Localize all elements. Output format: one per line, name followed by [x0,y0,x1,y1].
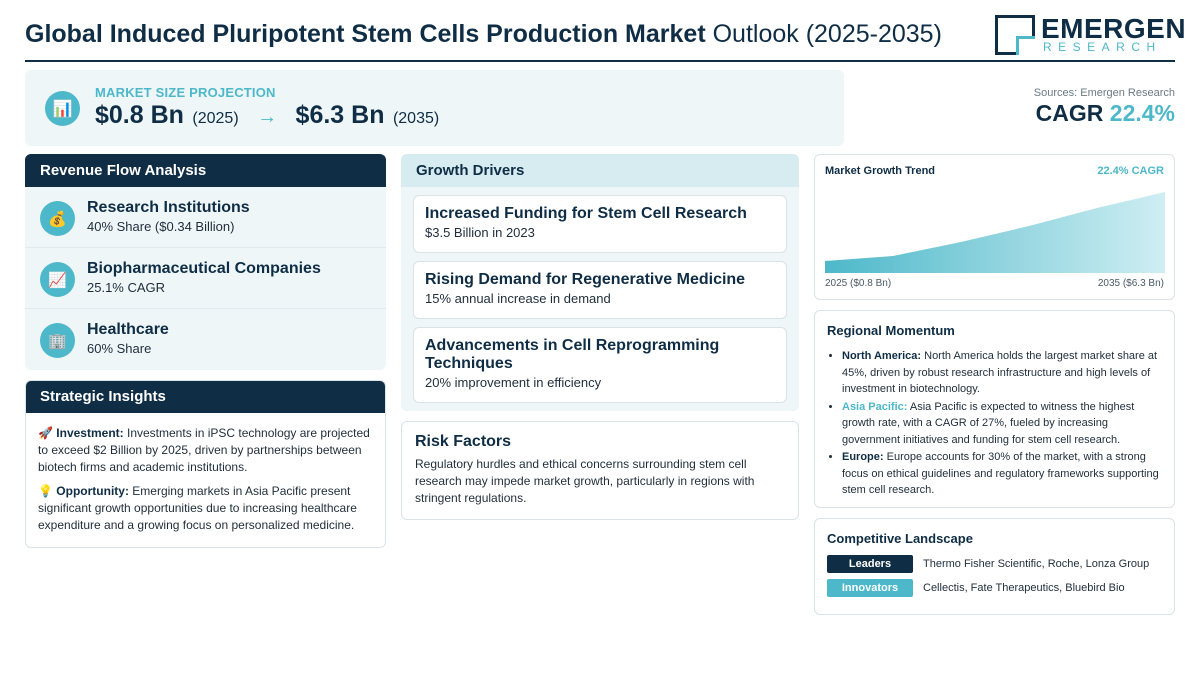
lightbulb-icon: 💡 [38,484,53,498]
cagr-percent: 22.4% [1109,100,1175,126]
risk-factors-heading: Risk Factors [415,433,512,450]
insight-opportunity: 💡 Opportunity: Emerging markets in Asia … [38,483,373,534]
growth-area [825,192,1165,273]
growth-drivers-card: Growth Drivers Increased Funding for Ste… [401,154,799,411]
driver-subtitle: $3.5 Billion in 2023 [425,225,535,240]
revenue-item-title: Healthcare [87,321,169,338]
revenue-item-subtitle: 25.1% CAGR [87,280,166,295]
driver-item: Rising Demand for Regenerative Medicine … [413,261,787,319]
competitive-row-leaders: Leaders Thermo Fisher Scientific, Roche,… [827,555,1149,573]
money-bag-icon: 💰 [40,201,75,236]
start-year: (2025) [192,110,239,127]
driver-item: Advancements in Cell Reprogramming Techn… [413,327,787,403]
leaders-companies: Thermo Fisher Scientific, Roche, Lonza G… [923,558,1150,570]
insight-label: Investment: [56,426,124,440]
competitive-row-innovators: Innovators Cellectis, Fate Therapeutics,… [827,579,1125,597]
revenue-item-title: Biopharmaceutical Companies [87,260,321,277]
region-text: Europe accounts for 30% of the market, w… [842,451,1159,496]
risk-factors-text: Regulatory hurdles and ethical concerns … [415,457,755,505]
revenue-flow-card: Revenue Flow Analysis 💰 Research Institu… [25,154,386,370]
market-size-projection: 📊 MARKET SIZE PROJECTION $0.8 Bn (2025) … [25,70,844,146]
page-title: Global Induced Pluripotent Stem Cells Pr… [25,20,942,49]
page-header: Global Induced Pluripotent Stem Cells Pr… [25,12,1186,62]
growth-drivers-heading: Growth Drivers [401,154,799,187]
region-name: North America: [842,350,922,362]
leaders-badge: Leaders [827,555,913,573]
revenue-flow-heading: Revenue Flow Analysis [25,154,386,187]
region-north-america: North America: North America holds the l… [842,348,1162,398]
market-growth-trend-card: Market Growth Trend 22.4% CAGR 2025 ($0.… [814,154,1175,300]
trend-chart-icon: 📈 [40,262,75,297]
innovators-companies: Cellectis, Fate Therapeutics, Bluebird B… [923,582,1125,594]
cagr-value: CAGR 22.4% [1034,100,1175,127]
driver-title: Increased Funding for Stem Cell Research [425,205,747,222]
end-value: $6.3 Bn [295,101,385,129]
revenue-item-title: Research Institutions [87,199,250,216]
title-main: Global Induced Pluripotent Stem Cells Pr… [25,20,706,48]
insight-investment: 🚀 Investment: Investments in iPSC techno… [38,425,373,476]
trend-end-label: 2035 ($6.3 Bn) [1097,278,1164,289]
insights-body: 🚀 Investment: Investments in iPSC techno… [26,413,385,534]
region-name: Europe: [842,451,884,463]
region-text: North America holds the largest market s… [842,350,1158,395]
trend-title: Market Growth Trend [825,165,936,177]
region-asia-pacific: Asia Pacific: Asia Pacific is expected t… [842,399,1162,449]
bar-chart-icon: 📊 [45,91,80,126]
trend-cagr: 22.4% CAGR [1097,165,1164,177]
revenue-item-subtitle: 60% Share [87,341,152,356]
region-europe: Europe: Europe accounts for 30% of the m… [842,449,1162,499]
revenue-item-healthcare: 🏢 Healthcare 60% Share [25,309,386,370]
logo-name: EMERGEN [1041,13,1187,44]
cagr-label: CAGR [1035,100,1104,126]
regional-momentum-heading: Regional Momentum [827,323,955,338]
regional-list: North America: North America holds the l… [827,348,1162,499]
projection-values: $0.8 Bn (2025) → $6.3 Bn (2035) [95,101,439,130]
logo-subtitle: RESEARCH [1043,40,1162,54]
competitive-landscape-card: Competitive Landscape Leaders Thermo Fis… [814,518,1175,615]
start-value: $0.8 Bn [95,101,184,129]
driver-item: Increased Funding for Stem Cell Research… [413,195,787,253]
driver-subtitle: 20% improvement in efficiency [425,375,602,390]
revenue-item-research: 💰 Research Institutions 40% Share ($0.34… [25,187,386,248]
region-name: Asia Pacific: [842,400,908,413]
innovators-badge: Innovators [827,579,913,597]
sources-note: Sources: Emergen Research [1033,87,1175,99]
growth-area-graphic [825,192,1165,273]
hospital-icon: 🏢 [40,323,75,358]
risk-factors-card: Risk Factors Regulatory hurdles and ethi… [401,421,799,520]
rocket-icon: 🚀 [38,426,53,440]
revenue-item-biopharma: 📈 Biopharmaceutical Companies 25.1% CAGR [25,248,386,309]
cagr-summary: Sources: Emergen Research CAGR 22.4% [1034,87,1175,127]
insight-text: Investments in iPSC technology are proje… [38,426,370,474]
driver-subtitle: 15% annual increase in demand [425,291,611,306]
emergen-logo: EMERGEN RESEARCH [995,13,1186,57]
regional-momentum-card: Regional Momentum North America: North A… [814,310,1175,508]
competitive-landscape-heading: Competitive Landscape [827,531,973,546]
insight-text: Emerging markets in Asia Pacific present… [38,484,357,532]
insight-label: Opportunity: [56,484,129,498]
projection-label: MARKET SIZE PROJECTION [95,85,276,100]
logo-mark-icon [995,15,1035,55]
end-year: (2035) [392,110,440,127]
arrow-right-icon: → [257,106,278,128]
region-text: Asia Pacific is expected to witness the … [842,400,1135,446]
driver-title: Advancements in Cell Reprogramming Techn… [425,337,720,372]
strategic-insights-heading: Strategic Insights [26,381,385,413]
trend-start-label: 2025 ($0.8 Bn) [825,278,892,289]
revenue-item-subtitle: 40% Share ($0.34 Billion) [87,219,235,234]
title-rest: Outlook (2025-2035) [712,20,942,48]
strategic-insights-card: Strategic Insights 🚀 Investment: Investm… [25,380,386,548]
driver-title: Rising Demand for Regenerative Medicine [425,271,746,288]
